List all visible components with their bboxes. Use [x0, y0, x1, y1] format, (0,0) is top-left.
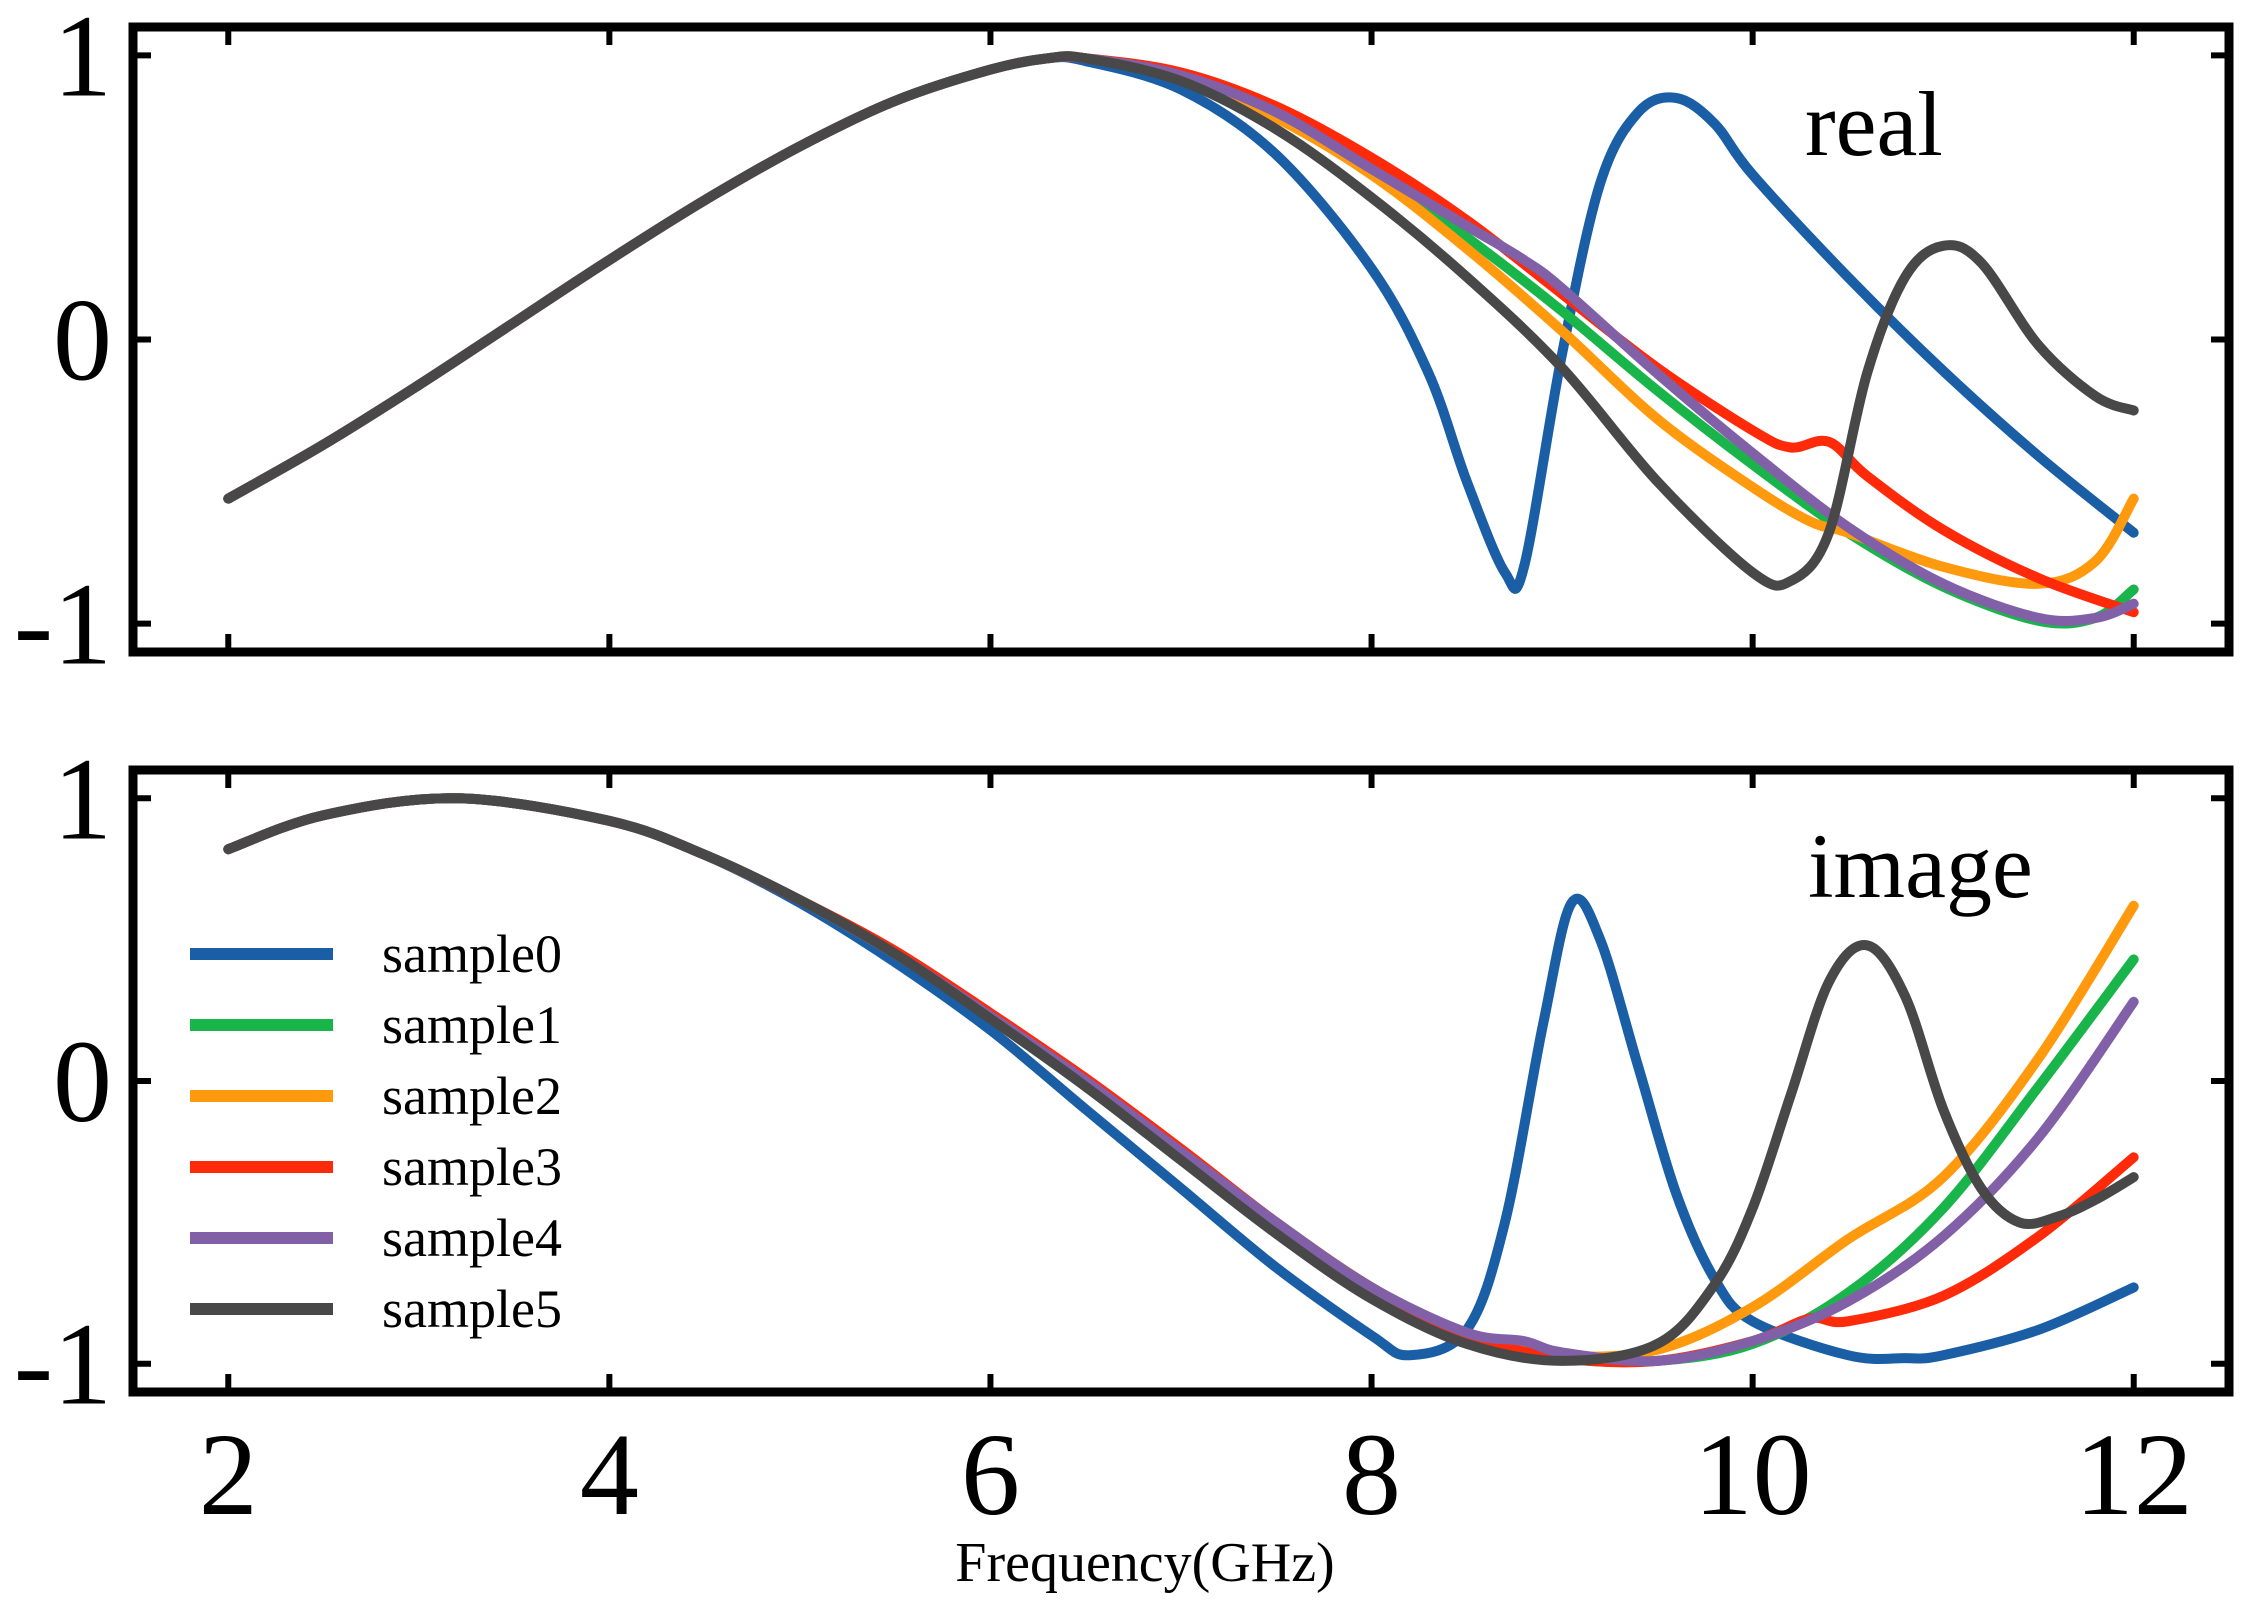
series-line-sample5 — [223, 51, 2139, 591]
x-axis-title: Frequency(GHz) — [955, 1532, 1334, 1594]
legend-label: sample1 — [382, 995, 562, 1055]
panel-real: 1 0 -1 real — [14, 0, 2234, 690]
y-tick-label: -1 — [14, 1299, 112, 1430]
x-tick-label: 2 — [199, 1409, 258, 1540]
y-tick-label: -1 — [14, 559, 112, 690]
x-tick-label: 8 — [1342, 1409, 1401, 1540]
y-tick-label: 1 — [53, 733, 112, 864]
x-tick-label: 6 — [961, 1409, 1020, 1540]
y-tick-label: 0 — [53, 1016, 112, 1147]
legend-label: sample5 — [382, 1279, 562, 1339]
panel-label: real — [1805, 73, 1943, 175]
legend-label: sample2 — [382, 1066, 562, 1126]
y-tick-label: 0 — [53, 275, 112, 406]
series-line-sample5 — [223, 793, 2139, 1366]
y-tick-label: 1 — [53, 0, 112, 121]
legend-label: sample3 — [382, 1137, 562, 1197]
legend-label: sample4 — [382, 1208, 562, 1268]
legend: sample0 sample1 sample2 sample3 sample4 sampl… — [190, 924, 562, 1339]
panel-image: 2 4 6 8 10 1210-1imageFrequency(GHz)sample0sa… — [14, 733, 2234, 1594]
x-tick-label: 12 — [2075, 1409, 2193, 1540]
panel-label: image — [1808, 815, 2033, 917]
x-tick-label: 10 — [1694, 1409, 1812, 1540]
legend-label: sample0 — [382, 924, 562, 984]
x-tick-label: 4 — [580, 1409, 639, 1540]
